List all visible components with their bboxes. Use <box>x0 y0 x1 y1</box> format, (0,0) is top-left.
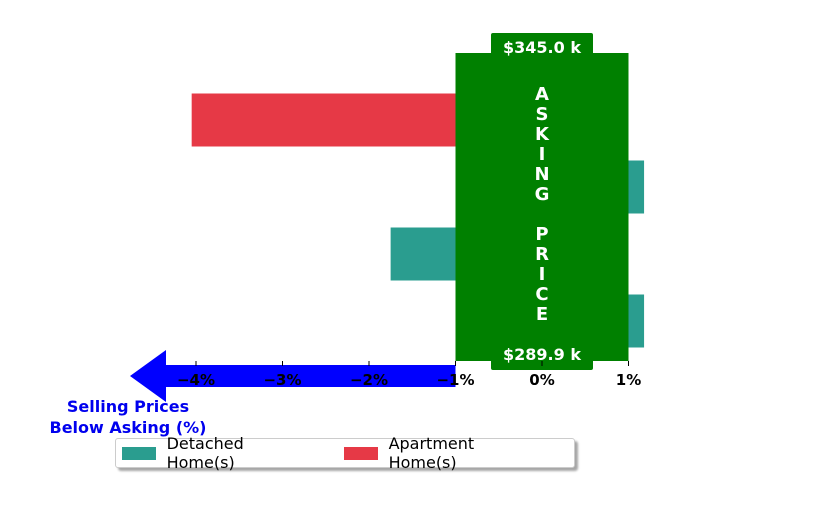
asking-price-letter: E <box>536 304 548 325</box>
legend-swatch-apartment <box>343 446 378 460</box>
asking-price-box <box>455 53 629 361</box>
x-tick-label: 0% <box>529 371 554 389</box>
asking-price-letter: K <box>535 124 550 145</box>
x-axis-label-line-1: Selling Prices <box>66 397 190 416</box>
x-tick-label: −4% <box>177 371 215 389</box>
x-tick-label: −1% <box>436 371 474 389</box>
legend-item-apartment: Apartment Home(s) <box>343 434 541 472</box>
asking-price-letter: N <box>534 164 549 185</box>
max-price-badge <box>491 33 593 60</box>
asking-price-letter: I <box>539 264 546 285</box>
asking-price-letter: A <box>535 84 549 105</box>
below-asking-arrow <box>130 350 456 402</box>
asking-price-letter: C <box>535 284 548 305</box>
x-tick-label: −3% <box>263 371 301 389</box>
asking-price-letter: G <box>535 184 550 205</box>
legend-swatch-detached <box>122 446 156 460</box>
max-price-label: $345.0 k <box>503 38 581 57</box>
asking-price-letter: P <box>535 224 548 245</box>
x-axis-label: Selling Prices Below Asking (%) <box>40 396 216 438</box>
min-price-badge <box>491 341 593 370</box>
legend-label-apartment: Apartment Home(s) <box>388 434 475 472</box>
min-price-label: $289.9 k <box>503 345 581 364</box>
legend-item-detached: Detached Home(s) <box>122 434 311 472</box>
asking-price-letter: S <box>536 104 549 125</box>
asking-price-letter: R <box>535 244 549 265</box>
chart-legend: Detached Home(s) Apartment Home(s) <box>115 434 575 472</box>
x-tick-label: −2% <box>350 371 388 389</box>
legend-label-detached: Detached Home(s) <box>166 434 244 472</box>
x-tick-label: 1% <box>616 371 641 389</box>
asking-price-letter: I <box>539 144 546 165</box>
x-axis-label-line-2: Below Asking (%) <box>49 418 207 437</box>
